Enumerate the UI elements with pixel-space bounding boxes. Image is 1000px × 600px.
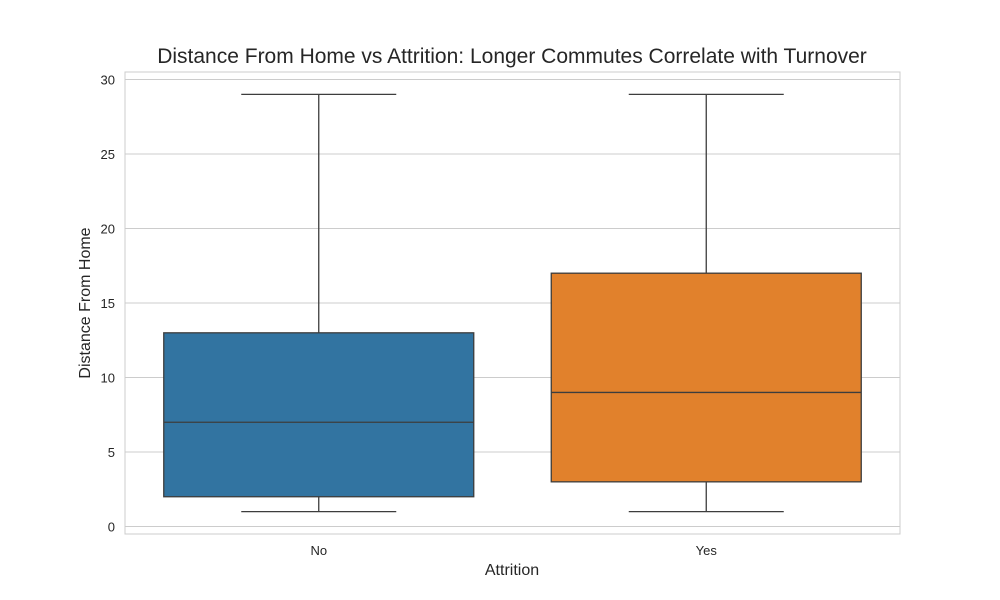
chart-title: Distance From Home vs Attrition: Longer … — [157, 45, 867, 68]
box-no — [163, 93, 475, 513]
x-tick-labels: No Yes — [310, 543, 717, 558]
y-tick-labels: 0 5 10 15 20 25 30 — [101, 72, 115, 534]
plot-frame — [124, 71, 901, 535]
y-axis-label: Distance From Home — [77, 227, 94, 378]
x-tick-label: Yes — [696, 543, 718, 558]
iqr-box — [163, 332, 475, 498]
y-tick-label: 5 — [108, 445, 115, 460]
boxes — [163, 93, 862, 513]
y-tick-label: 20 — [101, 221, 115, 236]
y-tick-label: 25 — [101, 147, 115, 162]
iqr-box — [550, 272, 862, 483]
box-yes — [550, 93, 862, 513]
x-tick-label: No — [310, 543, 327, 558]
y-tick-label: 15 — [101, 296, 115, 311]
y-tick-label: 10 — [101, 371, 115, 386]
y-tick-label: 30 — [101, 72, 115, 87]
y-tick-label: 0 — [108, 520, 115, 535]
x-axis-label: Attrition — [485, 562, 539, 579]
